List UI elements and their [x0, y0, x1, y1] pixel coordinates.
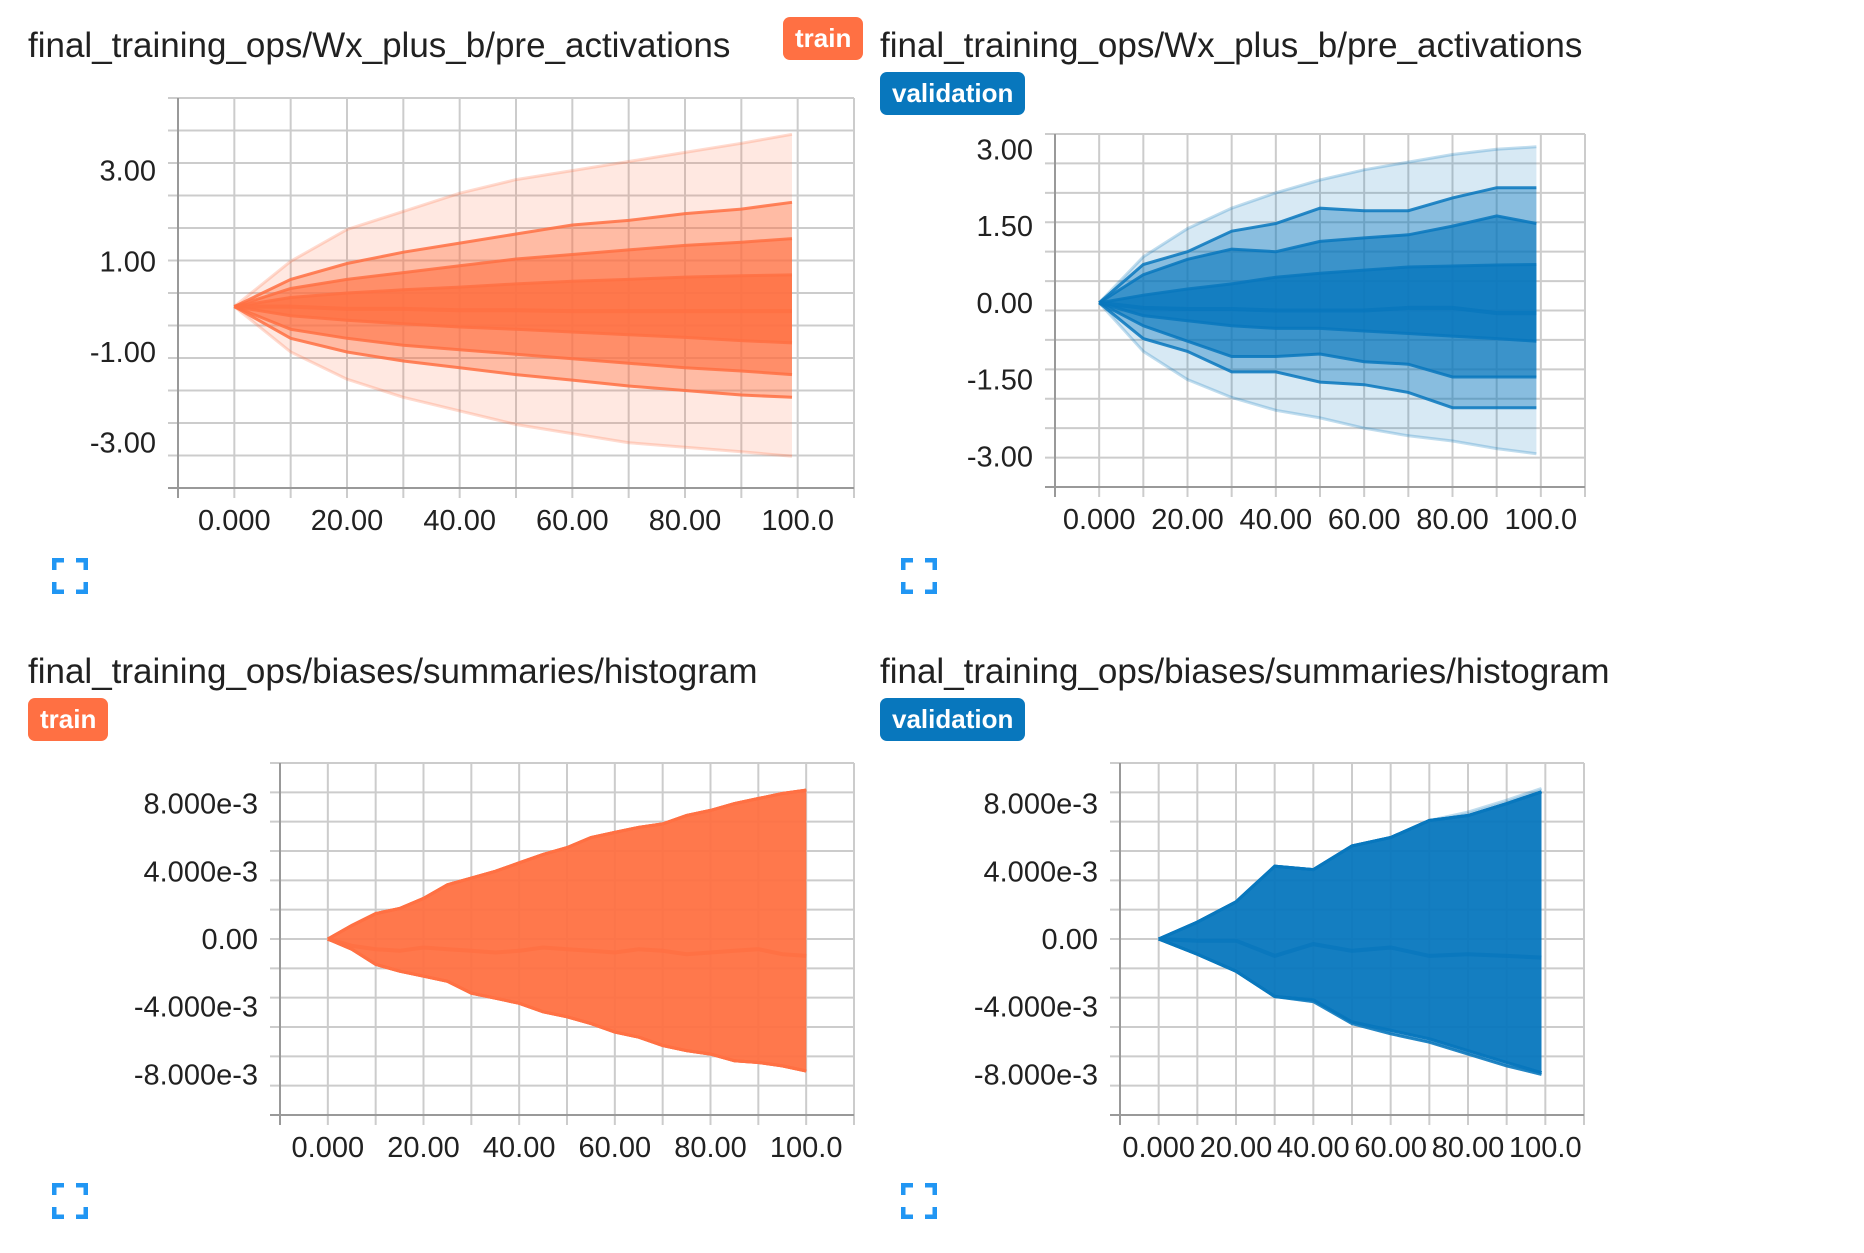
fullscreen-icon[interactable] — [51, 1182, 89, 1220]
distribution-chart: 8.000e-3 4.000e-3 0.00 -4.000e-3 -8.000e-3 0.… — [134, 762, 855, 1164]
x-tick-label: 60.00 — [1328, 504, 1401, 536]
fullscreen-icon[interactable] — [51, 557, 89, 595]
distribution-chart: 8.000e-3 4.000e-3 0.00 -4.000e-3 -8.000e-3 0.… — [974, 762, 1585, 1164]
y-tick-label: -3.00 — [967, 441, 1033, 473]
percentile-line — [233, 305, 793, 399]
x-tick-label: 80.00 — [649, 505, 722, 537]
run-tag-validation: validation — [880, 72, 1026, 115]
chart-title: final_training_ops/biases/summaries/hist… — [880, 652, 1610, 691]
percentile-line — [234, 273, 793, 309]
x-tick-label: 100.0 — [1505, 504, 1578, 536]
y-tick-label: 4.000e-3 — [984, 856, 1099, 888]
x-tick-label: 60.00 — [536, 505, 609, 537]
x-tick-label: 40.00 — [423, 505, 496, 537]
x-tick-label: 0.000 — [1122, 1132, 1195, 1164]
distribution-chart: 3.00 1.00 -1.00 -3.00 0.000 20.00 40.00 60.00 80… — [90, 97, 855, 537]
x-tick-label: 60.00 — [1354, 1132, 1427, 1164]
x-tick-label: 0.000 — [198, 505, 271, 537]
distribution-band — [327, 790, 807, 1071]
percentile-line — [1098, 145, 1537, 304]
percentile-line — [327, 937, 807, 958]
percentile-line — [234, 304, 792, 314]
y-tick-label: -4.000e-3 — [974, 992, 1098, 1024]
x-tick-label: 80.00 — [1416, 504, 1489, 536]
x-tick-label: 80.00 — [1432, 1132, 1505, 1164]
x-tick-label: 40.00 — [483, 1132, 556, 1164]
x-tick-label: 20.00 — [311, 505, 384, 537]
y-tick-label: 8.000e-3 — [144, 789, 259, 821]
y-tick-label: 1.50 — [977, 211, 1033, 243]
percentile-line — [1158, 937, 1542, 1076]
percentile-line — [233, 305, 793, 458]
percentile-line — [233, 237, 793, 309]
percentile-line — [233, 132, 793, 308]
percentile-line — [1098, 301, 1537, 343]
y-tick-label: 4.000e-3 — [144, 856, 259, 888]
x-tick-label: 20.00 — [1151, 504, 1224, 536]
y-tick-label: 3.00 — [977, 134, 1033, 166]
run-tag-train: train — [783, 17, 864, 60]
x-tick-label: 100.0 — [761, 505, 834, 537]
x-tick-label: 0.000 — [1063, 504, 1136, 536]
percentile-line — [1158, 937, 1542, 960]
y-tick-label: 3.00 — [100, 156, 156, 188]
distribution-band — [1158, 791, 1542, 1073]
y-tick-label: 0.00 — [1042, 924, 1098, 956]
x-tick-label: 40.00 — [1240, 504, 1313, 536]
fullscreen-icon[interactable] — [900, 557, 938, 595]
y-tick-label: -8.000e-3 — [974, 1059, 1098, 1091]
percentile-line — [327, 937, 807, 1073]
x-tick-label: 80.00 — [674, 1132, 747, 1164]
percentile-line — [1098, 186, 1537, 304]
percentile-line — [1158, 790, 1542, 941]
distribution-chart: 3.00 1.50 0.00 -1.50 -3.00 0.000 20.00 40.00 60.… — [967, 133, 1586, 536]
percentile-line — [1098, 300, 1537, 316]
percentile-line — [234, 305, 793, 345]
y-tick-label: -4.000e-3 — [134, 992, 258, 1024]
y-tick-label: -3.00 — [90, 428, 156, 460]
x-tick-label: 20.00 — [1200, 1132, 1273, 1164]
y-tick-label: -1.00 — [90, 337, 156, 369]
y-tick-label: 1.00 — [100, 246, 156, 278]
percentile-line — [1098, 214, 1537, 305]
percentile-line — [1098, 301, 1537, 379]
x-tick-label: 0.000 — [292, 1132, 365, 1164]
x-tick-label: 40.00 — [1277, 1132, 1350, 1164]
y-tick-label: -1.50 — [967, 365, 1033, 397]
percentile-line — [327, 788, 807, 941]
y-tick-label: 0.00 — [977, 288, 1033, 320]
percentile-line — [1098, 263, 1537, 305]
percentile-line — [1098, 301, 1537, 456]
chart-title: final_training_ops/Wx_plus_b/pre_activat… — [880, 26, 1583, 65]
percentile-line — [233, 305, 793, 377]
run-tag-validation: validation — [880, 698, 1026, 741]
percentile-line — [1158, 937, 1542, 1076]
chart-title: final_training_ops/Wx_plus_b/pre_activat… — [28, 26, 731, 65]
y-tick-label: 0.00 — [202, 924, 258, 956]
x-tick-label: 100.0 — [770, 1132, 843, 1164]
chart-title: final_training_ops/biases/summaries/hist… — [28, 652, 758, 691]
percentile-line — [327, 937, 807, 1073]
fullscreen-icon[interactable] — [900, 1182, 938, 1220]
x-tick-label: 100.0 — [1509, 1132, 1582, 1164]
x-tick-label: 20.00 — [387, 1132, 460, 1164]
y-tick-label: 8.000e-3 — [984, 789, 1099, 821]
percentile-line — [1098, 301, 1537, 410]
x-tick-label: 60.00 — [579, 1132, 652, 1164]
run-tag-train: train — [28, 698, 109, 741]
percentile-line — [233, 200, 793, 308]
y-tick-label: -8.000e-3 — [134, 1059, 258, 1091]
